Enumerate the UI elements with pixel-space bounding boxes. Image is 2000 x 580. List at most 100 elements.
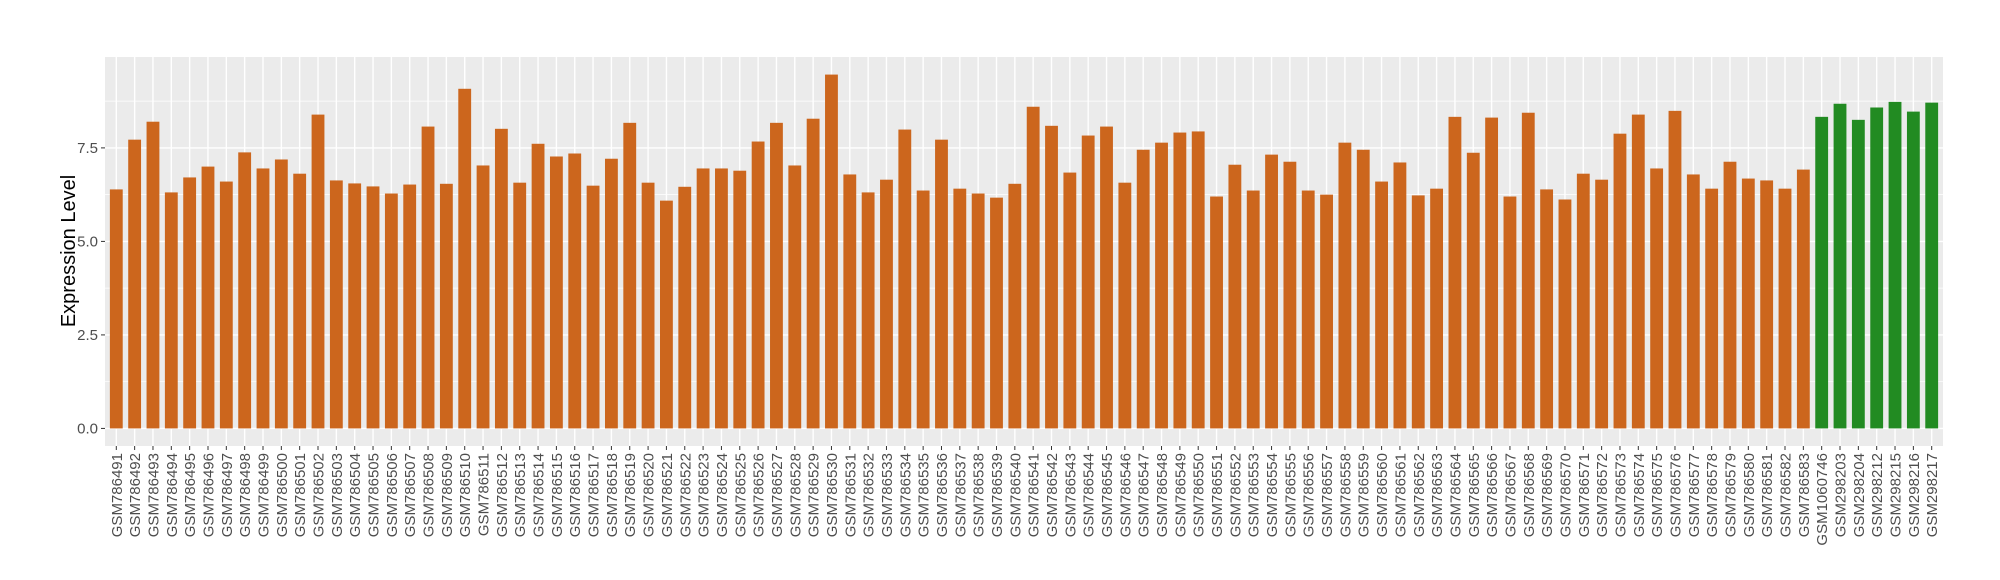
x-tick-label: GSM786551 (1209, 453, 1226, 537)
bar-GSM786564 (1448, 116, 1462, 429)
x-tick-label: GSM786556 (1301, 453, 1318, 537)
bar-GSM786583 (1796, 169, 1810, 429)
bar-GSM786523 (696, 168, 710, 429)
bar-GSM786576 (1668, 110, 1682, 429)
x-tick-label: GSM786576 (1667, 453, 1684, 537)
bar-GSM786503 (329, 180, 343, 429)
bar-GSM786529 (806, 118, 820, 429)
bar-GSM786562 (1411, 195, 1425, 429)
x-tick-label: GSM298212 (1869, 453, 1886, 537)
x-tick-label: GSM786525 (732, 453, 749, 537)
bar-GSM786527 (770, 122, 783, 429)
bar-GSM786498 (238, 152, 252, 429)
bar-GSM786553 (1246, 190, 1260, 429)
x-tick-label: GSM298215 (1888, 453, 1905, 537)
x-tick-label: GSM786547 (1136, 453, 1153, 537)
x-tick-label: GSM786549 (1172, 453, 1189, 537)
x-tick-label: GSM786575 (1649, 453, 1666, 537)
x-tick-label: GSM786527 (769, 453, 786, 537)
x-tick-label: GSM786522 (677, 453, 694, 537)
x-tick-label: GSM786524 (714, 453, 731, 537)
bar-GSM786519 (623, 122, 637, 429)
bar-GSM786531 (843, 174, 857, 429)
x-tick-label: GSM786553 (1246, 453, 1263, 537)
x-tick-label: GSM786530 (824, 453, 841, 537)
x-tick-label: GSM786578 (1704, 453, 1721, 537)
bar-GSM786499 (256, 168, 270, 429)
x-tick-label: GSM786495 (182, 453, 199, 537)
bar-GSM786558 (1338, 142, 1352, 429)
x-tick-label: GSM786493 (145, 453, 162, 537)
x-tick-label: GSM786515 (549, 453, 566, 537)
x-tick-label: GSM786492 (127, 453, 144, 537)
bar-GSM786513 (513, 182, 527, 429)
x-tick-label: GSM298217 (1924, 453, 1941, 537)
bar-GSM786537 (953, 188, 967, 429)
x-tick-label: GSM786519 (622, 453, 639, 537)
bar-GSM786494 (164, 192, 178, 429)
bar-GSM1060746 (1815, 116, 1829, 429)
x-tick-label: GSM786517 (586, 453, 603, 537)
x-tick-label: GSM786511 (476, 453, 493, 536)
x-tick-label: GSM786546 (1117, 453, 1134, 537)
x-tick-label: GSM786565 (1466, 453, 1483, 537)
bar-GSM786506 (384, 193, 398, 429)
bar-GSM786517 (586, 185, 600, 429)
x-tick-label: GSM786537 (952, 453, 969, 537)
bar-GSM786567 (1503, 196, 1517, 429)
x-tick-label: GSM786543 (1062, 453, 1079, 537)
x-tick-label: GSM786531 (842, 453, 859, 537)
x-tick-label: GSM786542 (1044, 453, 1061, 537)
bar-GSM786542 (1045, 125, 1058, 429)
y-axis: 0.0 2.5 5.0 7.5 (77, 140, 105, 437)
x-tick-label: GSM786559 (1356, 453, 1373, 537)
x-tick-label: GSM786569 (1539, 453, 1556, 537)
bar-GSM786540 (1008, 183, 1022, 429)
x-tick-label: GSM786540 (1007, 453, 1024, 537)
x-tick-label: GSM786497 (219, 453, 236, 537)
x-tick-label: GSM786502 (311, 453, 328, 537)
bar-GSM786511 (476, 165, 490, 429)
x-tick-label: GSM786503 (329, 453, 346, 537)
bar-GSM786582 (1778, 188, 1792, 429)
x-tick-label: GSM786533 (879, 453, 896, 537)
x-tick-label: GSM786548 (1154, 453, 1171, 537)
bar-GSM786544 (1081, 135, 1095, 429)
bar-GSM786516 (568, 153, 582, 429)
bar-GSM786578 (1705, 188, 1719, 429)
y-tick-label: 0.0 (77, 420, 98, 437)
x-tick-label: GSM786577 (1686, 453, 1703, 537)
x-tick-label: GSM786538 (971, 453, 988, 537)
x-tick-label: GSM786581 (1759, 453, 1776, 537)
bar-GSM786493 (146, 121, 160, 429)
bar-GSM786509 (439, 183, 453, 429)
bar-GSM786551 (1210, 196, 1223, 429)
bar-GSM786518 (604, 158, 618, 429)
x-tick-label: GSM786536 (934, 453, 951, 537)
bar-GSM786492 (128, 139, 142, 429)
bar-GSM786495 (183, 177, 197, 429)
bar-GSM298203 (1833, 103, 1847, 429)
x-tick-label: GSM786506 (384, 453, 401, 537)
bar-GSM786515 (549, 156, 563, 429)
bar-GSM786568 (1521, 112, 1535, 429)
x-tick-label: GSM786545 (1099, 453, 1116, 537)
x-tick-label: GSM786507 (402, 453, 419, 537)
bar-GSM786571 (1576, 173, 1590, 429)
bar-GSM786557 (1320, 194, 1333, 429)
bar-GSM786507 (403, 184, 417, 429)
x-tick-label: GSM786566 (1484, 453, 1501, 537)
bar-GSM786530 (825, 74, 838, 429)
x-tick-label: GSM786567 (1502, 453, 1519, 537)
bar-GSM786563 (1430, 188, 1444, 429)
bar-GSM786508 (421, 126, 435, 429)
bar-GSM786552 (1228, 164, 1242, 429)
x-tick-label: GSM786526 (751, 453, 768, 537)
x-tick-label: GSM786521 (659, 453, 676, 537)
bar-GSM786574 (1631, 114, 1645, 429)
bar-GSM786566 (1485, 117, 1499, 429)
bar-GSM786575 (1650, 168, 1664, 429)
x-tick-label: GSM786528 (787, 453, 804, 537)
x-tick-label: GSM786512 (494, 453, 511, 537)
bar-GSM786533 (880, 179, 893, 429)
